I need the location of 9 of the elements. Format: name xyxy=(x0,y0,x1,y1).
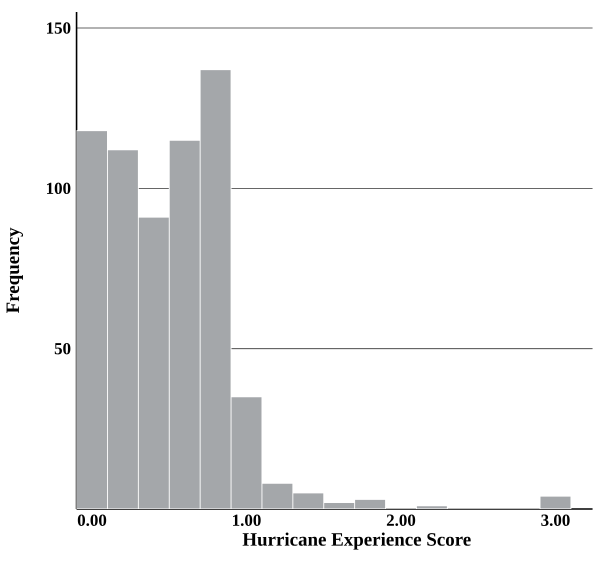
x-tick-label: 3.00 xyxy=(541,514,570,526)
x-tick-label: 1.00 xyxy=(233,514,261,526)
y-tick-label: 150 xyxy=(46,22,70,34)
y-tick-label: 100 xyxy=(46,182,70,194)
y-axis-title: Frequency xyxy=(6,228,24,314)
x-axis-title: Hurricane Experience Score xyxy=(242,532,471,550)
x-tick-label: 0.00 xyxy=(78,514,106,526)
y-tick-label: 50 xyxy=(54,342,70,354)
x-tick-label: 2.00 xyxy=(386,514,416,526)
